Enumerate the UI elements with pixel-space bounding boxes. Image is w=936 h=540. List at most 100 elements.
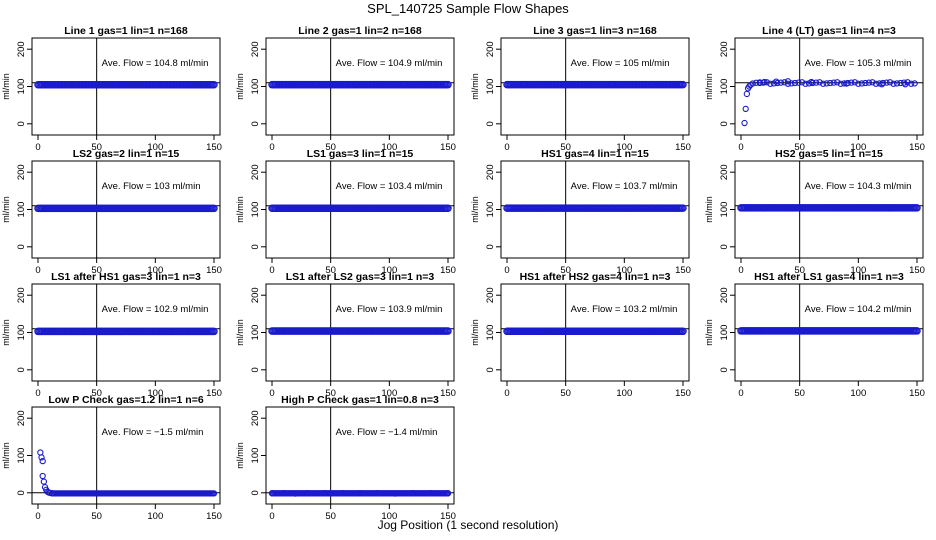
x-tick-label: 150 xyxy=(206,142,222,153)
x-tick-label: 50 xyxy=(91,511,102,522)
data-point xyxy=(848,79,855,86)
x-tick-label: 0 xyxy=(738,265,743,276)
x-tick-label: 0 xyxy=(35,142,40,153)
data-point xyxy=(802,80,809,87)
x-tick-label: 50 xyxy=(325,511,336,522)
average-flow-annotation: Ave. Flow = 103 ml/min xyxy=(102,181,201,192)
data-point xyxy=(321,490,328,497)
y-tick-label: 200 xyxy=(250,287,261,303)
data-point xyxy=(883,79,890,86)
x-tick-label: 150 xyxy=(206,511,222,522)
x-tick-label: 100 xyxy=(850,388,866,399)
average-flow-annotation: Ave. Flow = 102.9 ml/min xyxy=(102,304,209,315)
data-point xyxy=(816,79,823,86)
y-tick-label: 0 xyxy=(719,367,730,372)
panel-title: Line 1 gas=1 lin=1 n=168 xyxy=(64,25,188,37)
x-tick-label: 0 xyxy=(269,265,274,276)
y-tick-label: 200 xyxy=(719,164,730,180)
plot-frame xyxy=(31,406,221,505)
y-axis-label: ml/min xyxy=(704,196,714,223)
panel-title: HS1 after HS2 gas=4 lin=1 n=3 xyxy=(520,271,671,283)
x-tick-label: 0 xyxy=(738,388,743,399)
data-point xyxy=(879,79,887,87)
x-tick-label: 50 xyxy=(325,388,336,399)
y-axis-label: ml/min xyxy=(1,73,11,100)
y-tick-label: 100 xyxy=(719,79,730,95)
data-point xyxy=(210,490,218,497)
data-point xyxy=(38,454,45,461)
data-point xyxy=(339,490,346,497)
y-tick-label: 100 xyxy=(485,79,496,95)
panel-2: Line 2 gas=1 lin=2 n=168 0 100 200 ml/min 0 50… xyxy=(235,25,456,153)
x-tick-label: 50 xyxy=(325,142,336,153)
data-point xyxy=(851,79,858,86)
y-tick-label: 0 xyxy=(250,244,261,249)
panel-11: HS1 after HS2 gas=4 lin=1 n=3 0 100 200 ml/m… xyxy=(470,271,691,399)
panel-title: HS1 after LS1 gas=4 lin=1 n=3 xyxy=(754,271,904,283)
x-tick-label: 100 xyxy=(381,142,397,153)
x-tick-label: 50 xyxy=(91,265,102,276)
average-flow-annotation: Ave. Flow = 105.3 ml/min xyxy=(805,58,912,69)
x-tick-label: 50 xyxy=(560,265,571,276)
x-tick-label: 0 xyxy=(504,142,509,153)
data-point xyxy=(742,105,749,113)
panel-1: Line 1 gas=1 lin=1 n=168 0 100 200 ml/min 0 50… xyxy=(1,25,222,153)
y-axis-label: ml/min xyxy=(704,319,714,346)
y-tick-label: 100 xyxy=(719,325,730,341)
x-tick-label: 100 xyxy=(850,265,866,276)
data-point xyxy=(210,204,218,213)
y-tick-label: 100 xyxy=(485,202,496,218)
panel-title: LS2 gas=2 lin=1 n=15 xyxy=(73,148,180,160)
data-point xyxy=(798,79,806,86)
y-axis-label: ml/min xyxy=(235,442,245,469)
data-point xyxy=(444,204,452,212)
data-point xyxy=(872,80,880,87)
x-tick-label: 100 xyxy=(147,388,163,399)
x-tick-label: 100 xyxy=(381,511,397,522)
y-tick-label: 100 xyxy=(485,325,496,341)
data-point xyxy=(841,80,848,87)
panel-title: Line 4 (LT) gas=1 lin=4 n=3 xyxy=(762,25,896,37)
y-tick-label: 100 xyxy=(16,79,27,95)
panel-9: LS1 after HS1 gas=3 lin=1 n=3 0 100 200 ml/m… xyxy=(1,271,222,399)
average-flow-annotation: Ave. Flow = 103.7 ml/min xyxy=(571,181,678,192)
data-point xyxy=(788,80,795,87)
average-flow-annotation: Ave. Flow = 104.2 ml/min xyxy=(805,304,912,315)
x-tick-label: 150 xyxy=(909,142,925,153)
data-point xyxy=(741,119,748,127)
panel-3: Line 3 gas=1 lin=3 n=168 0 100 200 ml/min 0 50… xyxy=(470,25,691,153)
average-flow-annotation: Ave. Flow = 103.9 ml/min xyxy=(336,304,443,315)
data-point xyxy=(791,79,799,87)
data-point xyxy=(770,80,777,87)
y-tick-label: 100 xyxy=(250,202,261,218)
y-tick-label: 0 xyxy=(250,367,261,372)
x-tick-label: 50 xyxy=(794,142,805,153)
y-tick-label: 0 xyxy=(485,121,496,126)
y-tick-label: 100 xyxy=(16,448,27,464)
x-tick-label: 100 xyxy=(147,265,163,276)
data-point xyxy=(210,327,218,336)
data-point xyxy=(858,80,865,87)
data-point xyxy=(893,80,901,87)
panel-8: HS2 gas=5 lin=1 n=15 0 100 200 ml/min 0 50 100 1… xyxy=(704,148,925,276)
y-tick-label: 200 xyxy=(719,287,730,303)
panel-title: Line 2 gas=1 lin=2 n=168 xyxy=(298,25,422,37)
y-tick-label: 200 xyxy=(16,164,27,180)
y-axis-label: ml/min xyxy=(235,196,245,223)
x-tick-label: 150 xyxy=(909,388,925,399)
average-flow-annotation: Ave. Flow = 105 ml/min xyxy=(571,58,670,69)
data-point xyxy=(427,490,434,497)
average-flow-annotation: Ave. Flow = −1.5 ml/min xyxy=(102,427,204,438)
x-tick-label: 0 xyxy=(35,511,40,522)
panel-14: High P Check gas=1 lin=0.8 n=3 0 100 200 ml/… xyxy=(235,394,456,522)
y-tick-label: 0 xyxy=(16,121,27,126)
y-tick-label: 200 xyxy=(16,287,27,303)
data-point xyxy=(268,490,276,497)
y-tick-label: 100 xyxy=(719,202,730,218)
x-tick-label: 100 xyxy=(850,142,866,153)
y-axis-label: ml/min xyxy=(704,73,714,100)
data-point xyxy=(374,490,381,497)
data-point xyxy=(827,79,834,87)
x-tick-label: 100 xyxy=(147,142,163,153)
data-point xyxy=(837,80,844,87)
